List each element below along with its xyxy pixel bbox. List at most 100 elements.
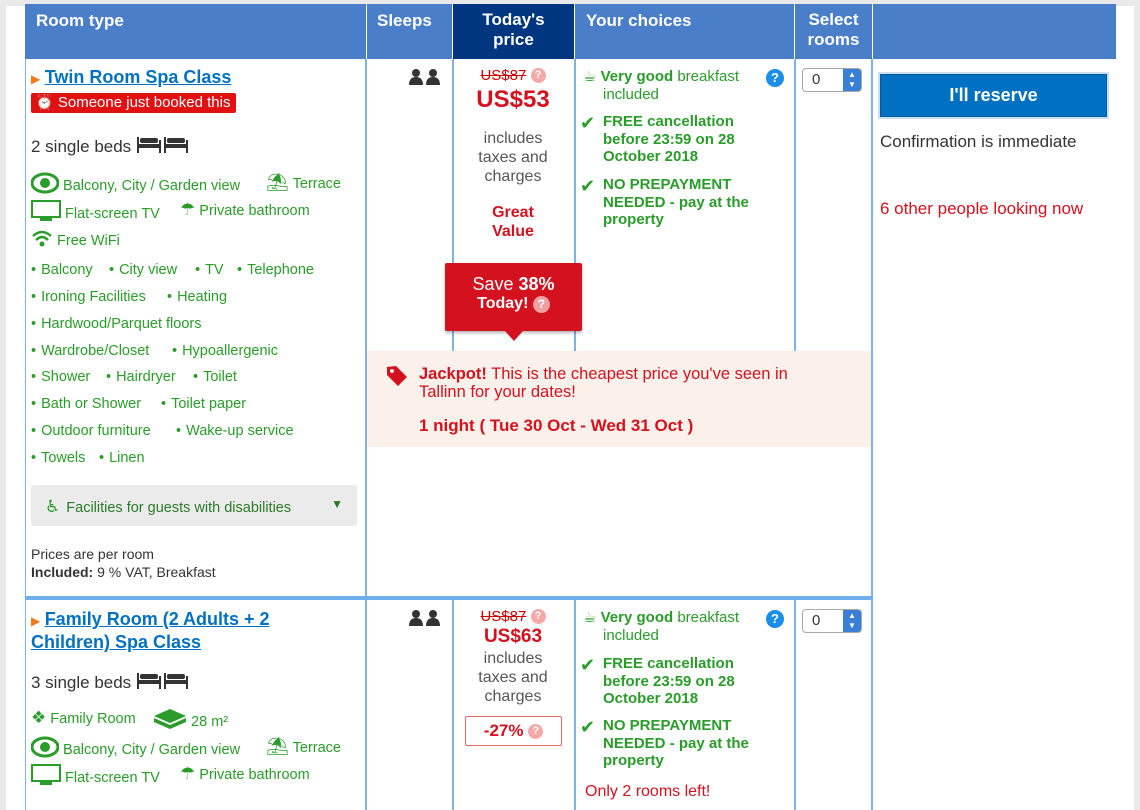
reserve-button[interactable]: I'll reserve bbox=[880, 74, 1107, 117]
amenity-item: TV bbox=[195, 262, 224, 278]
current-price: US$63 bbox=[483, 626, 543, 647]
room2-free-cancellation: FREE cancellation before 23:59 on 28 Oct… bbox=[603, 655, 735, 707]
room1-title[interactable]: ▶ Twin Room Spa Class bbox=[31, 67, 231, 88]
jackpot-nights: 1 night ( Tue 30 Oct - Wed 31 Oct ) bbox=[419, 416, 694, 435]
confirmation-text: Confirmation is immediate bbox=[880, 132, 1077, 151]
room2-no-prepayment: NO PREPAYMENT NEEDED - pay at the proper… bbox=[603, 717, 749, 769]
amenity-item: Bath or Shower bbox=[31, 396, 141, 412]
tv-icon bbox=[31, 200, 61, 221]
jackpot-banner: Jackpot! This is the cheapest price you'… bbox=[367, 351, 871, 447]
prices-note: Prices are per room Included: 9 % VAT, B… bbox=[31, 546, 216, 580]
room1-booked-badge: ⏰ Someone just booked this bbox=[31, 93, 237, 113]
room1-fac-terrace: ⛱ Terrace bbox=[266, 172, 341, 192]
size-icon bbox=[154, 709, 186, 729]
person-icon bbox=[408, 68, 442, 91]
room2-beds: 3 single beds bbox=[31, 670, 190, 693]
room1-name-link[interactable]: Twin Room Spa Class bbox=[44, 67, 232, 87]
chevron-down-icon: ▼ bbox=[331, 497, 343, 511]
question-icon[interactable]: ? bbox=[530, 68, 546, 83]
divider bbox=[365, 59, 367, 810]
question-icon[interactable]: ? bbox=[530, 609, 546, 624]
room2-name-link[interactable]: Family Room (2 Adults + 2 bbox=[44, 609, 270, 629]
coffee-icon: ☕ bbox=[583, 609, 597, 626]
header-room-type: Room type bbox=[25, 4, 366, 59]
divider bbox=[452, 59, 454, 351]
header-your-choices: Your choices bbox=[575, 4, 794, 59]
room2-title[interactable]: ▶ Family Room (2 Adults + 2 Children) Sp… bbox=[31, 609, 361, 654]
amenity-item: Hairdryer bbox=[106, 369, 176, 385]
question-icon[interactable]: ? bbox=[766, 69, 784, 87]
old-price: US$87 bbox=[480, 608, 527, 625]
divider bbox=[25, 59, 26, 810]
tv-icon bbox=[31, 764, 61, 785]
amenity-item: Heating bbox=[167, 289, 227, 305]
amenity-item: Ironing Facilities bbox=[31, 289, 146, 305]
question-icon[interactable]: ? bbox=[532, 296, 550, 313]
room2-fac-tv: Flat-screen TV bbox=[31, 764, 160, 786]
room2-fac-balcony: Balcony, City / Garden view bbox=[30, 736, 240, 758]
person-icon bbox=[408, 609, 442, 632]
shower-icon: ☂ bbox=[180, 200, 196, 219]
amenity-item: Towels bbox=[31, 450, 85, 466]
bed-icon bbox=[136, 137, 188, 153]
room2-breakfast: ☕ Very good breakfast included bbox=[583, 609, 740, 644]
save-badge: Save 38% Today! ? bbox=[445, 263, 582, 331]
save-badge-pointer bbox=[505, 331, 523, 341]
amenity-item: Shower bbox=[31, 369, 90, 385]
family-icon: ❖ bbox=[31, 708, 47, 727]
shower-icon: ☂ bbox=[180, 764, 196, 783]
terrace-icon: ⛱ bbox=[266, 736, 289, 756]
tag-icon bbox=[387, 366, 407, 386]
room2-name-link[interactable]: Children) Spa Class bbox=[31, 632, 202, 652]
question-icon[interactable]: ? bbox=[766, 610, 784, 628]
question-icon[interactable]: ? bbox=[528, 724, 544, 739]
divider bbox=[574, 598, 576, 810]
header-select-rooms: Select rooms bbox=[795, 4, 872, 59]
room2-fac-bathroom: ☂ Private bathroom bbox=[180, 764, 310, 783]
room1-qty-select[interactable]: 0 ▲ ▼ bbox=[802, 68, 862, 92]
room2-qty-select[interactable]: 0 ▲ ▼ bbox=[802, 609, 862, 633]
bed-icon bbox=[136, 673, 188, 689]
eye-icon bbox=[30, 172, 60, 194]
room2-fac-family: ❖ Family Room bbox=[31, 708, 136, 727]
disabilities-dropdown[interactable]: ♿ Facilities for guests with disabilitie… bbox=[31, 485, 357, 526]
chevron-updown-icon: ▲ ▼ bbox=[843, 610, 861, 632]
terrace-icon: ⛱ bbox=[266, 172, 289, 192]
caret-icon: ▶ bbox=[31, 614, 41, 628]
room2-price-block: US$87 ? US$63 includes taxes and charges bbox=[453, 608, 573, 706]
header-sleeps: Sleeps bbox=[367, 4, 452, 59]
amenity-item: Toilet bbox=[193, 369, 237, 385]
amenity-item: City view bbox=[109, 262, 177, 278]
divider bbox=[794, 59, 796, 351]
header-todays-price: Today's price bbox=[453, 4, 574, 59]
amenity-item: Wake-up service bbox=[176, 423, 293, 439]
divider bbox=[452, 598, 454, 810]
room1-fac-balcony: Balcony, City / Garden view bbox=[30, 172, 240, 194]
coffee-icon: ☕ bbox=[583, 68, 597, 85]
room1-fac-bathroom: ☂ Private bathroom bbox=[180, 200, 310, 219]
amenity-item: Wardrobe/Closet bbox=[31, 343, 149, 359]
amenity-item: Toilet paper bbox=[161, 396, 246, 412]
divider bbox=[794, 598, 796, 810]
discount-badge: -27% ? bbox=[465, 716, 562, 746]
current-price: US$53 bbox=[476, 86, 550, 113]
check-icon: ✔ bbox=[580, 113, 596, 133]
chevron-updown-icon: ▲ ▼ bbox=[843, 69, 861, 91]
divider bbox=[574, 59, 576, 351]
row-separator bbox=[25, 596, 873, 600]
old-price: US$87 bbox=[480, 67, 527, 84]
alarm-icon: ⏰ bbox=[35, 94, 54, 111]
room2-fac-size: 28 m² bbox=[153, 708, 228, 730]
great-value-label: Great Value bbox=[492, 204, 534, 240]
amenity-item: Telephone bbox=[237, 262, 314, 278]
people-looking-text: 6 other people looking now bbox=[880, 199, 1084, 218]
room1-price-block: US$87 ? US$53 includes taxes and charges… bbox=[453, 67, 573, 241]
rooms-left-text: Only 2 rooms left! bbox=[585, 783, 711, 800]
room1-breakfast: ☕ Very good breakfast included bbox=[583, 68, 740, 103]
check-icon: ✔ bbox=[580, 655, 596, 675]
amenity-item: Hypoallergenic bbox=[172, 343, 278, 359]
room1-no-prepayment: NO PREPAYMENT NEEDED - pay at the proper… bbox=[603, 176, 749, 228]
room2-fac-terrace: ⛱ Terrace bbox=[266, 736, 341, 756]
amenity-item: Linen bbox=[99, 450, 144, 466]
wheelchair-icon: ♿ bbox=[45, 497, 61, 516]
